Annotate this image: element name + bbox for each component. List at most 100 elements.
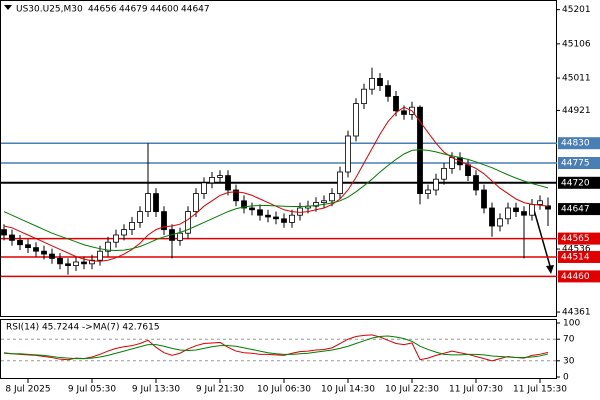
level-label-bg	[558, 137, 600, 150]
level-label: 44460	[561, 272, 590, 282]
candle-body	[129, 221, 135, 230]
candle-body	[145, 193, 151, 213]
candle-body	[281, 218, 287, 223]
indicator-line	[3, 334, 549, 362]
candle-body	[225, 175, 231, 191]
moving-average	[3, 149, 549, 251]
price-label-bg	[558, 203, 600, 216]
candle-body	[49, 253, 55, 259]
candle-body	[449, 157, 455, 169]
ohlc-value: 44600	[150, 5, 179, 15]
ohlc-value: 44647	[181, 5, 210, 15]
x-tick-label: 8 Jul 2025	[5, 385, 50, 395]
indicator-title: RSI(14) 45.7244 ->MA(7) 42.7615	[6, 323, 160, 333]
candle-body	[345, 135, 351, 173]
candle-body	[89, 259, 95, 265]
x-tick-label: 9 Jul 21:30	[196, 385, 245, 395]
candle-body	[353, 103, 359, 137]
candle-body	[73, 261, 79, 266]
candle-body	[137, 211, 143, 223]
y-tick-label: 45106	[562, 39, 591, 49]
candle-body	[489, 207, 495, 227]
x-tick-label: 9 Jul 13:30	[132, 385, 181, 395]
candle-body	[361, 88, 367, 104]
y-tick-label: 30	[563, 356, 575, 366]
main-pane	[0, 0, 557, 317]
level-label: 44775	[561, 159, 590, 169]
x-tick-label: 11 Jul 15:30	[513, 385, 567, 395]
x-tick-label: 10 Jul 22:30	[385, 385, 439, 395]
candle-body	[473, 175, 479, 191]
x-tick-label: 11 Jul 07:30	[449, 385, 503, 395]
candle-body	[265, 214, 271, 218]
ohlc-value: 44679	[119, 5, 148, 15]
ohlc-value: 44656	[88, 5, 117, 15]
candle-body	[233, 189, 239, 202]
candle-body	[241, 200, 247, 209]
candle-body	[209, 176, 215, 184]
y-tick-label: 0	[563, 373, 569, 383]
candle-body	[329, 193, 335, 202]
candle-body	[377, 78, 383, 87]
candle-body	[369, 78, 375, 90]
candle-body	[385, 85, 391, 97]
candle-body	[113, 234, 119, 243]
candle-body	[417, 106, 423, 194]
candle-body	[121, 229, 127, 236]
candle-body	[529, 203, 535, 216]
x-tick-label: 10 Jul 06:30	[257, 385, 311, 395]
candle-body	[249, 207, 255, 211]
level-label-bg	[558, 232, 600, 245]
level-label-bg	[558, 270, 600, 283]
candle-body	[297, 207, 303, 216]
candle-body	[433, 178, 439, 191]
candle-body	[441, 167, 447, 180]
y-tick-label: 100	[563, 319, 580, 329]
candle-body	[177, 232, 183, 241]
candle-body	[521, 211, 527, 216]
candle-body	[313, 202, 319, 207]
y-tick-label: 45011	[562, 74, 591, 84]
candle-body	[185, 211, 191, 234]
candle-body	[33, 247, 39, 252]
indicator-line	[3, 335, 549, 360]
symbol: US30.U25,M30	[16, 5, 83, 15]
candle-body	[41, 250, 47, 255]
candle-body	[57, 257, 63, 265]
candle-body	[425, 189, 431, 194]
arrow-head	[546, 265, 554, 274]
candle-body	[65, 263, 71, 266]
candle-body	[81, 261, 87, 265]
level-label: 44565	[561, 234, 590, 244]
collapse-icon	[4, 5, 12, 10]
x-tick-label: 10 Jul 14:30	[321, 385, 375, 395]
candle-body	[537, 200, 543, 205]
candle-body	[337, 171, 343, 195]
candle-body	[105, 241, 111, 252]
candle-body	[393, 96, 399, 112]
candle-body	[97, 250, 103, 261]
y-tick-label: 44921	[562, 106, 591, 116]
y-tick-label: 44536	[562, 245, 591, 255]
candle-body	[161, 211, 167, 231]
candle-body	[401, 110, 407, 115]
candle-body	[217, 175, 223, 178]
candle-body	[201, 182, 207, 195]
candle-body	[289, 214, 295, 223]
candle-body	[1, 229, 7, 236]
x-tick-label: 9 Jul 05:30	[68, 385, 117, 395]
candle-body	[17, 239, 23, 246]
candle-body	[25, 244, 31, 249]
candle-body	[465, 164, 471, 177]
candle-body	[481, 189, 487, 209]
y-tick-label: 45201	[562, 5, 591, 15]
candle-body	[505, 207, 511, 220]
level-label-bg	[558, 250, 600, 263]
candle-body	[193, 193, 199, 213]
level-label-bg	[558, 157, 600, 169]
y-tick-label: 44361	[562, 308, 591, 318]
candle-body	[497, 218, 503, 227]
candle-body	[273, 216, 279, 220]
indicator-pane	[0, 319, 557, 379]
